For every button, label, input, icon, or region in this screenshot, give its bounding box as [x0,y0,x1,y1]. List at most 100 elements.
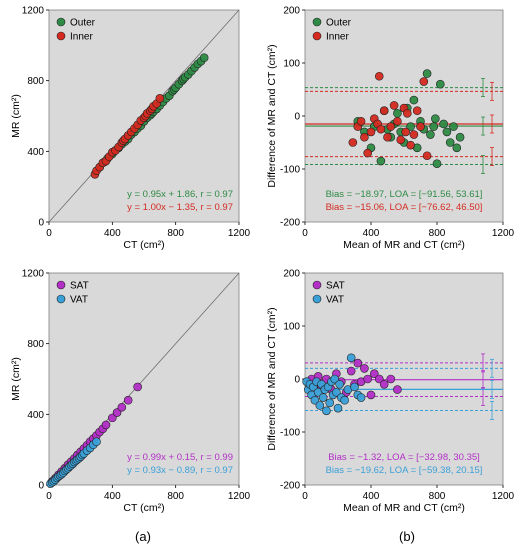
data-point [439,119,448,129]
data-point [402,109,412,118]
y-tick-label: 800 [27,339,44,350]
data-point [379,106,389,115]
data-point [383,132,392,142]
chart-a2: 0 400 800 1200 0 400 800 1200 CT (cm²) MR (cm²) SA… [10,269,251,515]
data-point [396,135,406,145]
data-point [374,374,384,384]
data-point [386,374,396,384]
data-point [393,109,402,118]
y-axis-label: Difference of MR and CT (cm²) [266,307,278,450]
annotation-text: Bias = −19.62, LOA = [−59.38, 20.15] [326,465,483,476]
data-point [452,143,462,153]
data-point [330,374,340,384]
data-point [376,156,386,166]
data-point [422,69,432,78]
y-tick-label: -200 [280,218,300,229]
y-tick-label: 400 [27,147,44,158]
y-tick-label: -100 [280,428,300,439]
legend-marker [56,31,66,41]
legend-marker [312,294,322,304]
chart-b1: -200 -100 0 100 200 0 400 800 1200 Mean of MR and… [266,6,515,252]
data-point [346,353,356,363]
legend-label: SAT [326,281,345,292]
legend-marker [312,280,322,290]
data-point [366,390,376,400]
data-point [363,374,373,384]
data-point [435,79,445,89]
legend-label: Inner [70,32,93,43]
x-tick-label: 800 [167,228,184,239]
data-point [445,138,455,147]
y-tick-label: 0 [38,218,44,229]
x-tick-label: 1200 [228,228,251,239]
data-point [340,395,349,405]
data-point [442,127,452,137]
legend-marker [312,31,322,41]
x-tick-label: 800 [167,491,184,502]
data-point [432,159,442,168]
data-point [350,382,359,392]
x-tick-label: 0 [302,491,308,502]
data-point [386,122,396,131]
legend-label: Outer [326,18,352,29]
data-point [310,395,320,405]
legend-label: Inner [326,32,349,43]
data-point [374,71,384,81]
data-point [419,77,429,86]
data-point [379,379,389,389]
y-tick-label: 0 [294,375,300,386]
data-point [455,132,465,142]
data-point [406,122,415,131]
x-tick-label: 1200 [492,228,515,239]
data-point [376,124,386,134]
y-tick-label: 0 [38,481,44,492]
y-tick-label: 100 [283,322,300,333]
data-point [393,385,402,394]
x-tick-label: 1200 [492,491,515,502]
data-point [155,94,165,103]
data-point [356,393,366,402]
data-point [92,437,101,447]
legend-label: VAT [326,295,344,306]
x-tick-label: 400 [104,228,121,239]
data-point [325,398,335,408]
data-point [409,130,419,139]
data-point [431,114,440,123]
y-tick-label: -200 [280,481,300,492]
y-tick-label: 100 [283,59,300,70]
y-tick-label: 200 [283,6,300,17]
data-point [353,358,363,368]
data-point [363,148,373,158]
data-point [389,101,399,110]
y-tick-label: 200 [283,269,300,280]
data-point [422,151,432,161]
data-point [401,127,410,137]
chart-b2: -200 -100 0 100 200 0 400 800 1200 Mean of MR and… [266,269,515,515]
x-tick-label: 0 [302,228,308,239]
panel-label-a: (a) [135,529,151,544]
y-tick-label: 1200 [22,6,45,17]
y-tick-label: 400 [27,410,44,421]
x-tick-label: 1200 [228,491,251,502]
data-point [318,393,328,402]
data-point [369,369,379,379]
annotation-text: Bias = −18.97, LOA = [−91.56, 53.61] [326,189,483,200]
data-point [429,122,439,131]
annotation-text: Bias = −1.32, LOA = [−32.98, 30.35] [328,452,480,463]
annotation-text: y = 0.95x + 1.86, r = 0.97 [127,189,233,200]
data-point [123,395,133,405]
chart-a1: 0 400 800 1200 0 400 800 1200 CT (cm²) MR (cm²) Ou… [10,6,251,252]
y-tick-label: 800 [27,76,44,87]
x-axis-label: CT (cm²) [123,239,164,251]
x-axis-label: Mean of MR and CT (cm²) [343,502,465,514]
data-point [406,140,415,150]
y-axis-label: MR (cm²) [10,94,22,138]
data-point [117,402,127,412]
annotation-text: y = 0.93x − 0.89, r = 0.97 [127,465,233,476]
legend-label: Outer [70,18,96,29]
data-point [426,130,435,139]
x-tick-label: 400 [104,491,121,502]
data-point [449,122,458,131]
legend-marker [312,17,322,27]
legend-marker [56,17,66,27]
